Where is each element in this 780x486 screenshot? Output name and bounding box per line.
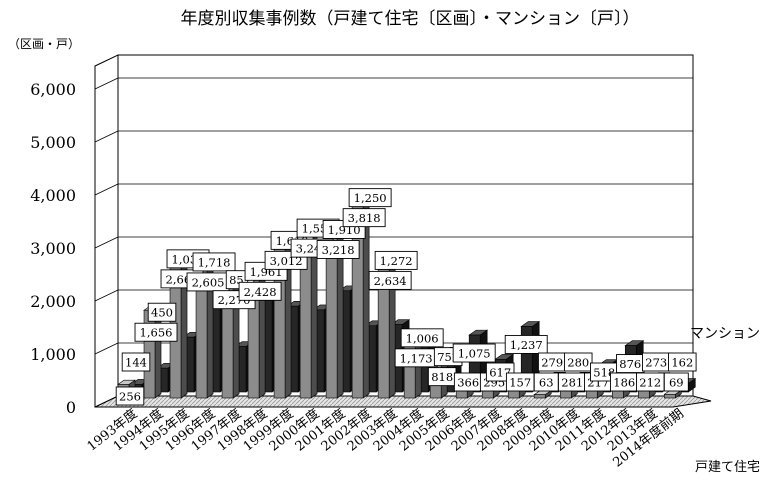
label-mansion: 162 [668, 352, 697, 372]
svg-text:1,006: 1,006 [406, 331, 439, 345]
y-tick-label: 1,000 [30, 345, 76, 364]
svg-text:3,218: 3,218 [322, 243, 355, 257]
y-tick-label: 4,000 [30, 186, 76, 205]
svg-text:1,272: 1,272 [380, 254, 413, 268]
svg-text:281: 281 [561, 376, 583, 390]
label-house: 3,218 [316, 239, 360, 259]
label-house: 1,173 [394, 348, 438, 368]
y-tick-label: 5,000 [30, 133, 76, 152]
label-house: 157 [505, 372, 535, 392]
label-mansion: 876 [616, 354, 645, 374]
svg-text:63: 63 [539, 376, 554, 390]
label-house: 281 [557, 372, 587, 392]
label-house: 1,656 [134, 322, 178, 342]
label-mansion: 450 [147, 302, 177, 322]
label-mansion: 273 [642, 352, 671, 372]
svg-text:279: 279 [541, 356, 563, 370]
label-house: 256 [115, 386, 145, 406]
svg-text:617: 617 [489, 366, 511, 380]
svg-text:280: 280 [567, 356, 589, 370]
svg-text:366: 366 [457, 376, 479, 390]
label-mansion: 1,250 [348, 188, 392, 208]
svg-text:69: 69 [669, 376, 684, 390]
svg-text:212: 212 [639, 376, 661, 390]
svg-text:162: 162 [671, 356, 693, 370]
svg-text:2,634: 2,634 [374, 274, 407, 288]
svg-text:273: 273 [645, 356, 667, 370]
gridline-side [94, 77, 119, 90]
gridline-side [94, 236, 119, 249]
label-house: 3,818 [342, 208, 386, 228]
gridline-side [94, 130, 119, 143]
y-axis-label: （区画・戸） [8, 37, 80, 51]
bar-house [533, 389, 553, 399]
y-tick-label: 0 [66, 398, 76, 417]
svg-text:157: 157 [509, 376, 531, 390]
label-house: 2,428 [238, 281, 282, 301]
chart-side-wall [94, 54, 119, 408]
label-mansion: 279 [537, 352, 567, 372]
series-label-0: 戸建て住宅 [695, 460, 760, 475]
gridline-side [94, 289, 119, 302]
label-house: 2,605 [186, 272, 230, 292]
svg-text:2,428: 2,428 [244, 285, 277, 299]
y-tick-label: 6,000 [30, 80, 76, 99]
chart-title: 年度別収集事例数（戸建て住宅〔区画〕・マンション〔戸〕） [181, 9, 640, 29]
svg-text:518: 518 [593, 366, 615, 380]
svg-text:2,605: 2,605 [192, 275, 225, 289]
label-mansion: 1,272 [374, 250, 418, 270]
gridline-side [94, 183, 119, 196]
svg-text:1,250: 1,250 [354, 191, 387, 205]
label-mansion: 1,961 [244, 261, 288, 281]
svg-text:818: 818 [431, 370, 453, 384]
label-mansion: 1,075 [452, 343, 496, 363]
label-house: 2,634 [368, 270, 412, 290]
svg-text:1,173: 1,173 [400, 351, 433, 365]
label-house: 186 [610, 372, 639, 392]
label-mansion: 1,237 [504, 334, 548, 354]
svg-text:1,656: 1,656 [140, 326, 173, 340]
svg-text:3,818: 3,818 [348, 211, 381, 225]
label-house: 366 [453, 372, 483, 392]
y-tick-label: 3,000 [30, 239, 76, 258]
label-mansion: 1,006 [400, 328, 444, 348]
svg-text:450: 450 [151, 306, 173, 320]
series-label-1: マンション [690, 326, 760, 342]
svg-text:186: 186 [613, 376, 635, 390]
svg-text:876: 876 [619, 357, 641, 371]
label-mansion: 144 [121, 352, 151, 372]
label-house: 69 [663, 372, 689, 392]
label-mansion: 1,718 [192, 252, 236, 272]
label-mansion: 280 [563, 352, 593, 372]
svg-text:256: 256 [119, 390, 141, 404]
svg-text:1,075: 1,075 [458, 347, 491, 361]
label-house: 818 [427, 367, 457, 387]
label-house: 63 [533, 372, 559, 392]
y-tick-label: 2,000 [30, 292, 76, 311]
label-house: 212 [636, 372, 665, 392]
svg-text:1,718: 1,718 [198, 255, 231, 269]
gridline-side [94, 342, 119, 355]
svg-text:144: 144 [125, 356, 147, 370]
svg-text:1,237: 1,237 [510, 338, 543, 352]
